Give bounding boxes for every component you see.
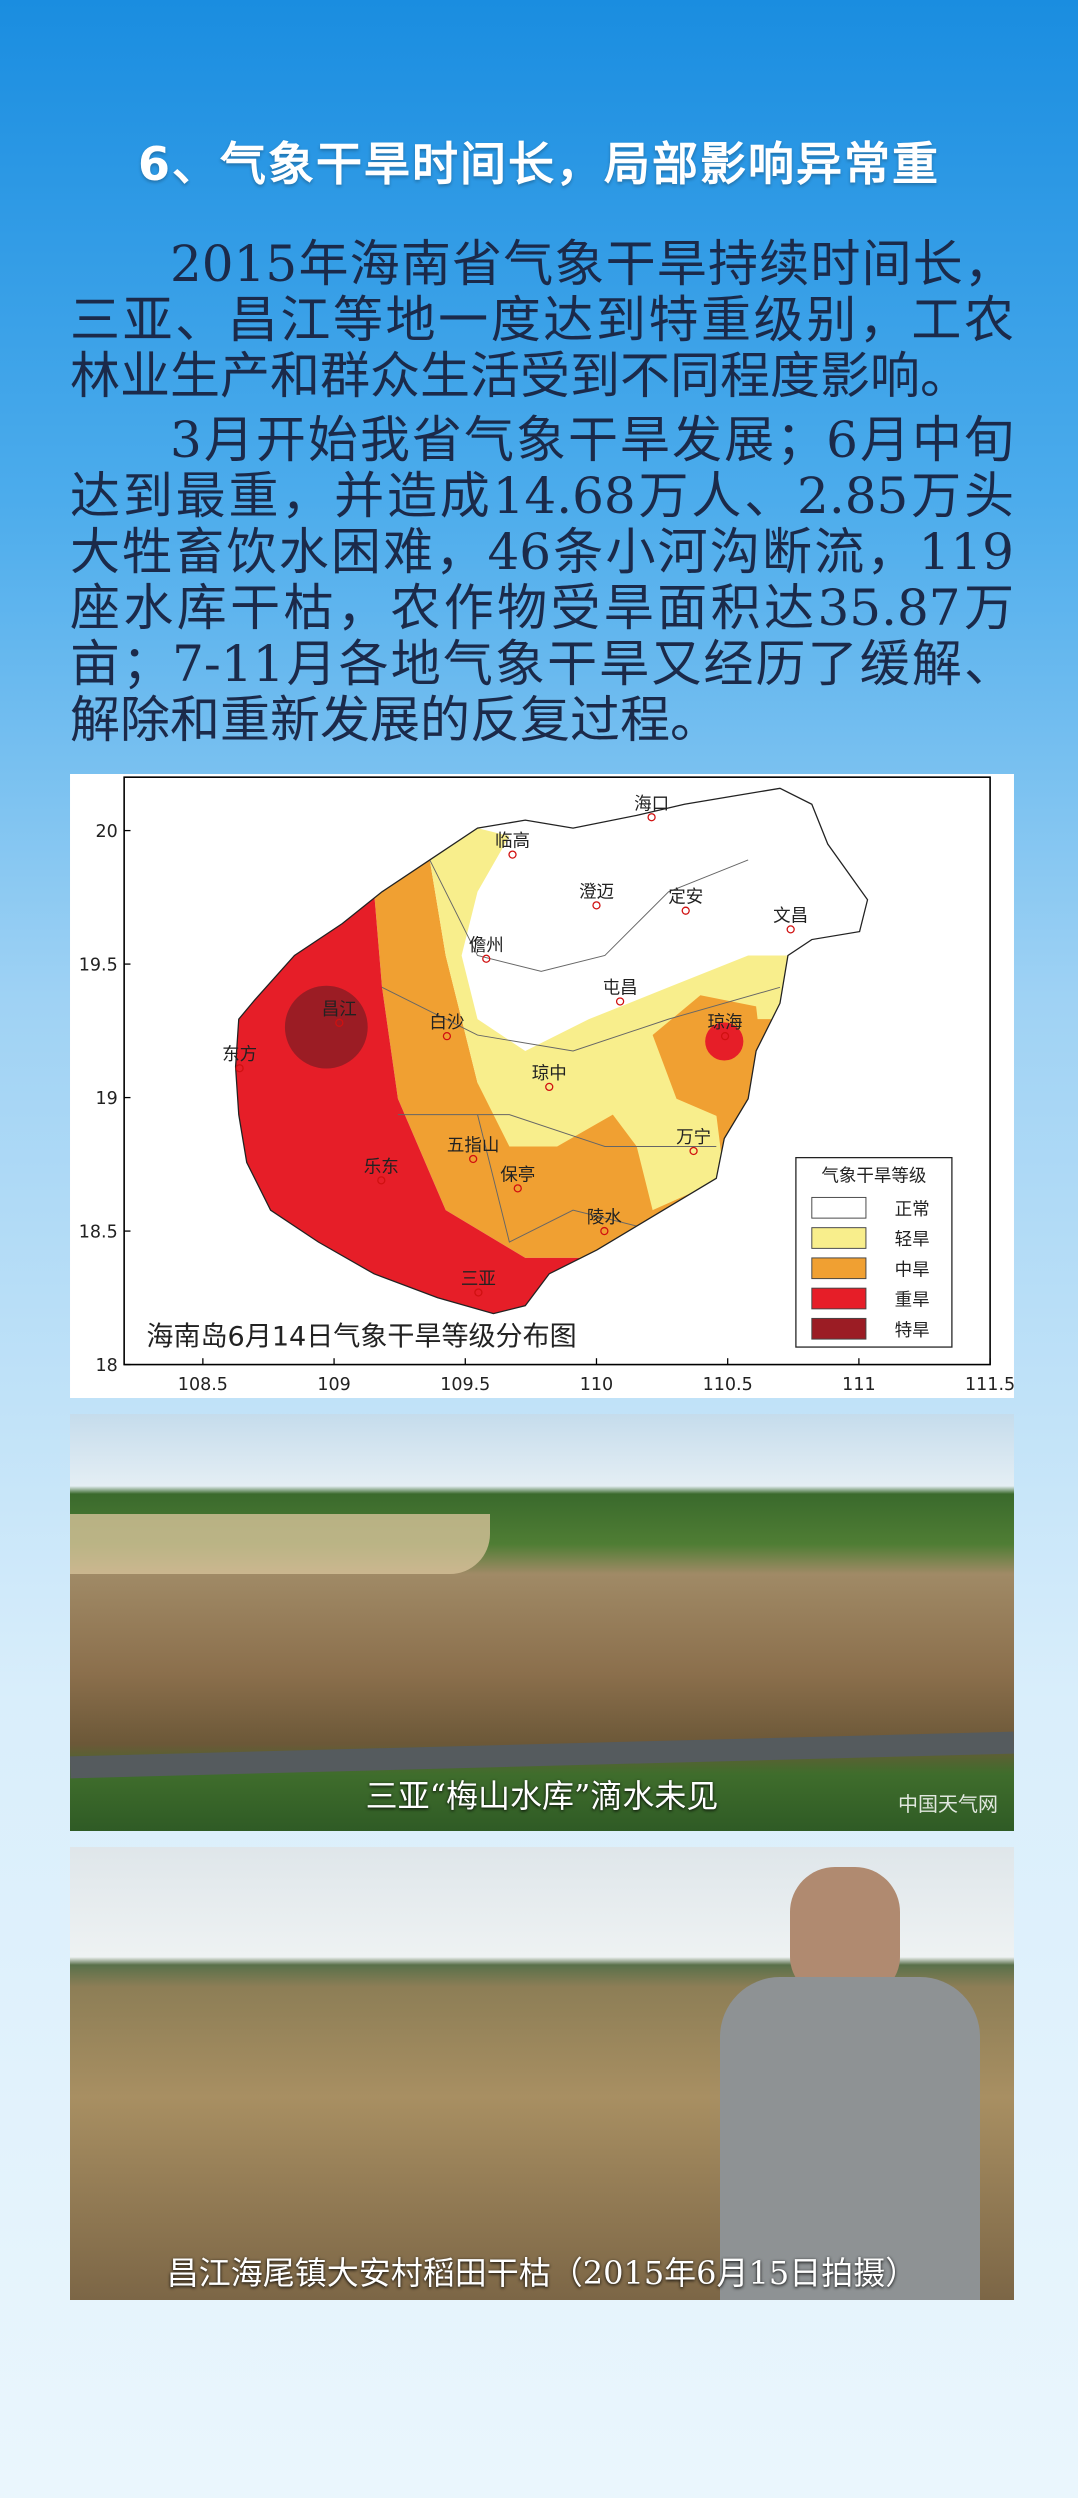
paragraph: 2015年海南省气象干旱持续时间长，三亚、昌江等地一度达到特重级别，工农林业生产… (70, 235, 1014, 405)
x-tick-label: 110 (580, 1375, 613, 1395)
legend-swatch (811, 1287, 867, 1310)
legend-swatch (811, 1257, 867, 1280)
x-tick-label: 109 (317, 1375, 350, 1395)
city-label: 三亚 (461, 1270, 496, 1290)
x-tick-label: 110.5 (703, 1375, 753, 1395)
coastline (234, 787, 869, 1315)
city-label: 东方 (222, 1045, 257, 1065)
x-tick-label: 111 (842, 1375, 875, 1395)
city-label: 万宁 (676, 1128, 711, 1148)
legend-label: 中旱 (895, 1260, 930, 1280)
legend-label: 轻旱 (895, 1230, 930, 1250)
y-tick-label: 19.5 (79, 955, 118, 975)
city-marker (235, 1064, 244, 1073)
y-tick-label: 19 (95, 1089, 117, 1109)
city-label: 定安 (668, 888, 703, 908)
legend-title: 气象干旱等级 (821, 1167, 926, 1187)
legend-label: 正常 (895, 1200, 930, 1220)
city-label: 琼海 (708, 1013, 743, 1033)
city-label: 五指山 (447, 1136, 500, 1156)
city-label: 陵水 (587, 1208, 622, 1228)
legend-label: 特旱 (895, 1321, 930, 1341)
photo-field: 昌江海尾镇大安村稻田干枯（2015年6月15日拍摄） (70, 1847, 1014, 2300)
city-marker (720, 1032, 730, 1041)
city-label: 屯昌 (603, 978, 638, 998)
city-label: 乐东 (364, 1157, 399, 1177)
city-marker (508, 850, 517, 859)
city-label: 昌江 (322, 1000, 357, 1020)
plot-frame (123, 776, 991, 1366)
legend-swatch (811, 1317, 867, 1340)
y-tick-label: 20 (95, 822, 117, 842)
city-label: 儋州 (469, 936, 504, 956)
legend-swatch (811, 1196, 867, 1219)
city-marker (592, 901, 601, 910)
city-marker (442, 1032, 452, 1041)
city-label: 琼中 (532, 1064, 567, 1084)
city-marker (377, 1176, 386, 1185)
y-tick-label: 18 (95, 1356, 117, 1376)
map-title: 海南岛6月14日气象干旱等级分布图 (146, 1321, 576, 1352)
city-label: 白沙 (429, 1013, 464, 1033)
photo-credit: 中国天气网 (898, 1792, 998, 1816)
city-marker (335, 1018, 344, 1027)
city-marker (647, 813, 656, 822)
city-marker (615, 997, 625, 1006)
x-tick-label: 111.5 (965, 1375, 1014, 1395)
city-label: 澄迈 (579, 882, 614, 902)
city-marker (513, 1184, 522, 1193)
photo-caption: 三亚“梅山水库”滴水未见 (365, 1777, 719, 1815)
city-label: 海口 (634, 794, 669, 814)
city-marker (482, 954, 491, 963)
legend-swatch (811, 1227, 867, 1249)
x-tick-label: 108.5 (178, 1375, 228, 1395)
city-marker (545, 1082, 554, 1092)
y-tick-label: 18.5 (79, 1222, 118, 1242)
city-label: 临高 (495, 832, 530, 852)
city-marker (469, 1154, 478, 1164)
city-label: 文昌 (773, 906, 808, 926)
page-title: 6、气象干旱时间长，局部影响异常重 (137, 137, 940, 191)
city-marker (681, 906, 690, 915)
x-tick-label: 109.5 (440, 1375, 490, 1395)
photo-caption: 昌江海尾镇大安村稻田干枯（2015年6月15日拍摄） (166, 2254, 918, 2292)
city-marker (600, 1226, 609, 1236)
city-marker (474, 1288, 483, 1297)
city-marker (786, 925, 795, 934)
city-marker (689, 1146, 698, 1156)
legend-label: 重旱 (895, 1291, 930, 1311)
city-label: 保亭 (500, 1165, 535, 1185)
paragraph: 3月开始我省气象干旱发展；6月中旬达到最重，并造成14.68万人、2.85万头大… (70, 411, 1014, 749)
photo-reservoir: 三亚“梅山水库”滴水未见 中国天气网 (70, 1414, 1014, 1831)
